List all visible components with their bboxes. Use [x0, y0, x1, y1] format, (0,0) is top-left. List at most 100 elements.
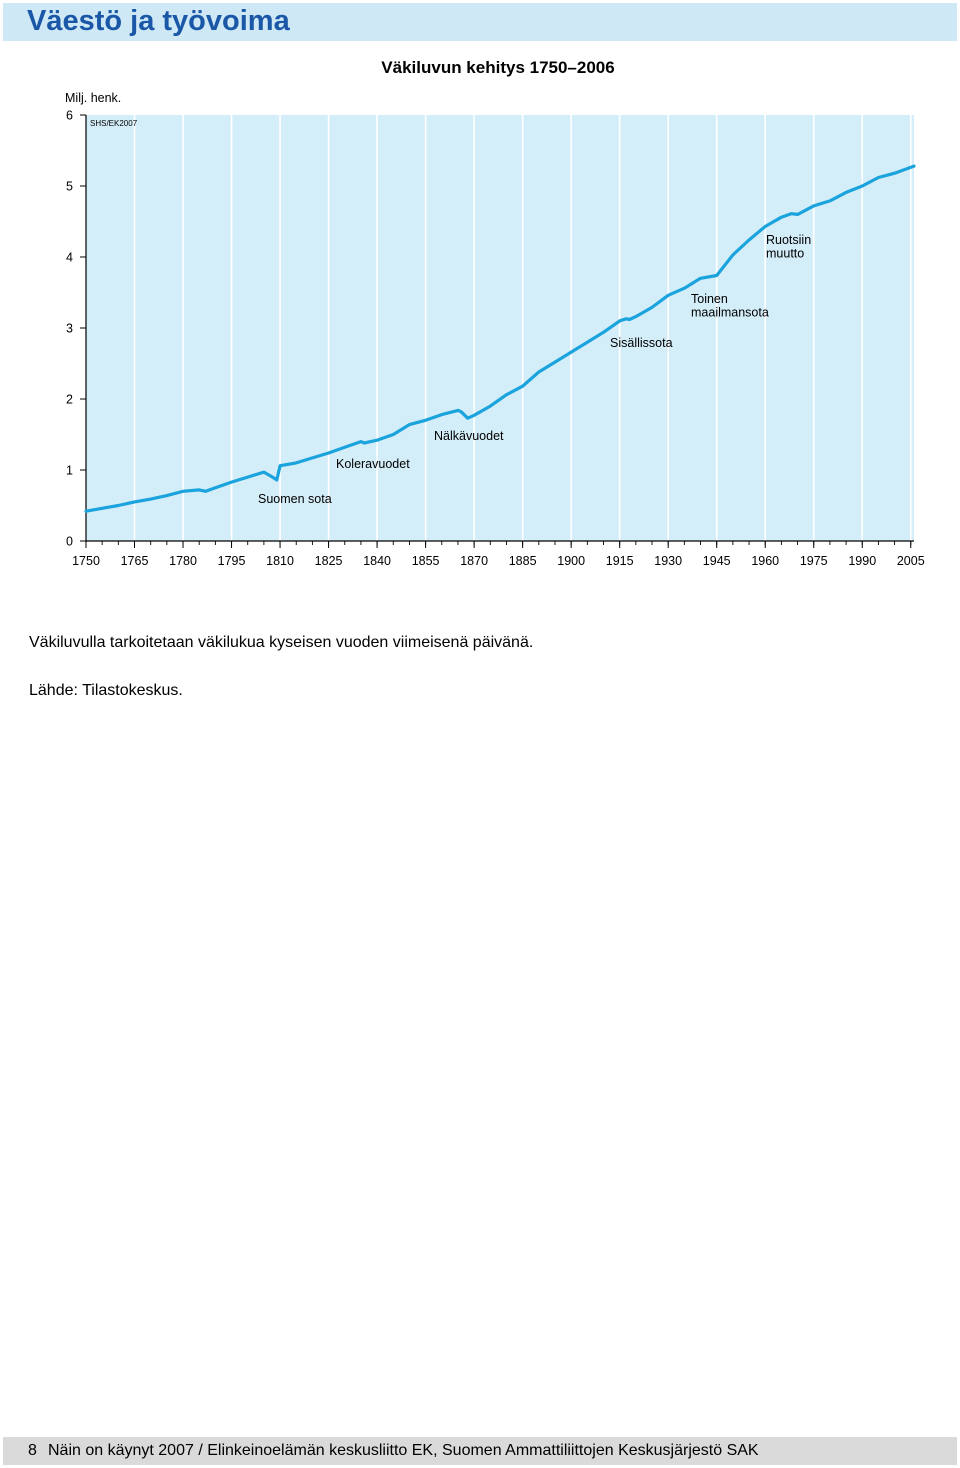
page-number: 8: [28, 1442, 37, 1459]
data-point: [747, 238, 751, 242]
data-point: [812, 204, 815, 208]
source-note: Lähde: Tilastokeskus.: [29, 682, 183, 699]
data-point: [521, 385, 524, 388]
data-point: [133, 500, 136, 504]
data-point: [828, 199, 832, 203]
data-point: [230, 480, 233, 484]
annotation-label: Suomen sota: [258, 492, 332, 506]
data-point: [764, 225, 767, 228]
data-point: [343, 446, 346, 449]
annotation-label: Nälkävuodet: [434, 429, 504, 443]
data-point: [408, 423, 411, 426]
data-point: [628, 318, 631, 321]
data-point: [877, 176, 880, 179]
plot-background: [86, 115, 914, 541]
footer-band: [3, 1437, 957, 1465]
annotation-label: Sisällissota: [610, 336, 673, 350]
data-point: [275, 478, 279, 482]
page-title: Väestö ja työvoima: [27, 5, 290, 37]
y-tick-label: 3: [66, 322, 73, 336]
x-tick-label: 1750: [72, 554, 100, 568]
data-point: [272, 476, 275, 480]
population-chart: Väkiluvun kehitys 1750–2006 Milj. henk. …: [65, 58, 925, 568]
x-tick-label: 1795: [218, 554, 246, 568]
data-point: [731, 253, 735, 257]
data-point: [181, 490, 185, 493]
data-point: [912, 164, 916, 168]
data-point: [204, 490, 207, 493]
data-point: [362, 441, 366, 445]
data-point: [650, 306, 654, 309]
source-tag: SHS/EK2007: [90, 119, 138, 128]
annotation-label: Ruotsiin muutto: [766, 233, 811, 261]
y-tick-label: 6: [66, 109, 73, 123]
data-point: [586, 341, 589, 344]
data-point: [295, 461, 298, 465]
data-point: [117, 504, 120, 507]
data-point: [214, 486, 217, 489]
data-point: [618, 319, 621, 323]
data-point: [149, 497, 152, 501]
chart-title: Väkiluvun kehitys 1750–2006: [381, 58, 614, 77]
data-point: [246, 475, 249, 479]
data-point: [683, 287, 686, 290]
data-point: [537, 370, 541, 374]
data-point: [424, 419, 427, 422]
data-point: [440, 413, 443, 416]
data-point: [634, 315, 638, 318]
data-point: [489, 404, 492, 408]
x-tick-label: 1870: [460, 554, 488, 568]
x-tick-label: 1885: [509, 554, 537, 568]
annotation-label: Toinen maailmansota: [691, 292, 769, 320]
data-point: [861, 184, 864, 188]
y-tick-label: 2: [66, 393, 73, 407]
data-point: [569, 350, 573, 354]
y-tick-label: 1: [66, 464, 73, 478]
y-tick-label: 5: [66, 180, 73, 194]
header-band: [3, 3, 957, 41]
data-point: [459, 410, 463, 413]
x-tick-label: 1915: [606, 554, 634, 568]
data-point: [796, 213, 799, 216]
data-point: [505, 393, 508, 396]
chart-container: Väkiluvun kehitys 1750–2006 Milj. henk. …: [0, 0, 960, 600]
data-point: [553, 360, 557, 364]
data-point: [472, 414, 476, 417]
data-point: [165, 494, 169, 497]
annotation-label: Koleravuodet: [336, 457, 410, 471]
data-point: [375, 438, 379, 442]
data-point: [699, 277, 702, 280]
data-point: [844, 191, 848, 194]
data-point: [666, 294, 670, 297]
data-point: [466, 416, 469, 420]
data-point: [624, 317, 628, 320]
x-tick-label: 1990: [848, 554, 876, 568]
x-tick-label: 1780: [169, 554, 197, 568]
x-tick-label: 1840: [363, 554, 391, 568]
x-tick-label: 1825: [315, 554, 343, 568]
x-tick-label: 1855: [412, 554, 440, 568]
data-point: [327, 451, 330, 455]
y-tick-label: 0: [66, 535, 73, 549]
x-tick-label: 1810: [266, 554, 294, 568]
x-tick-label: 1945: [703, 554, 731, 568]
data-point: [392, 433, 395, 436]
y-tick-label: 4: [66, 251, 73, 265]
data-point: [780, 216, 783, 219]
x-tick-label: 1765: [121, 554, 149, 568]
data-point: [198, 488, 201, 492]
data-point: [311, 456, 314, 460]
data-point: [262, 470, 266, 474]
data-point: [84, 509, 88, 513]
definition-note: Väkiluvulla tarkoitetaan väkilukua kysei…: [29, 634, 534, 651]
data-point: [893, 172, 896, 175]
y-axis-unit-label: Milj. henk.: [65, 91, 121, 105]
x-tick-label: 2005: [897, 554, 925, 568]
data-point: [278, 464, 282, 467]
x-tick-label: 1960: [751, 554, 779, 568]
x-tick-label: 1900: [557, 554, 585, 568]
data-point: [359, 440, 363, 443]
data-point: [715, 274, 718, 277]
data-point: [100, 507, 104, 510]
footer-text: Näin on käynyt 2007 / Elinkeinoelämän ke…: [48, 1442, 759, 1459]
